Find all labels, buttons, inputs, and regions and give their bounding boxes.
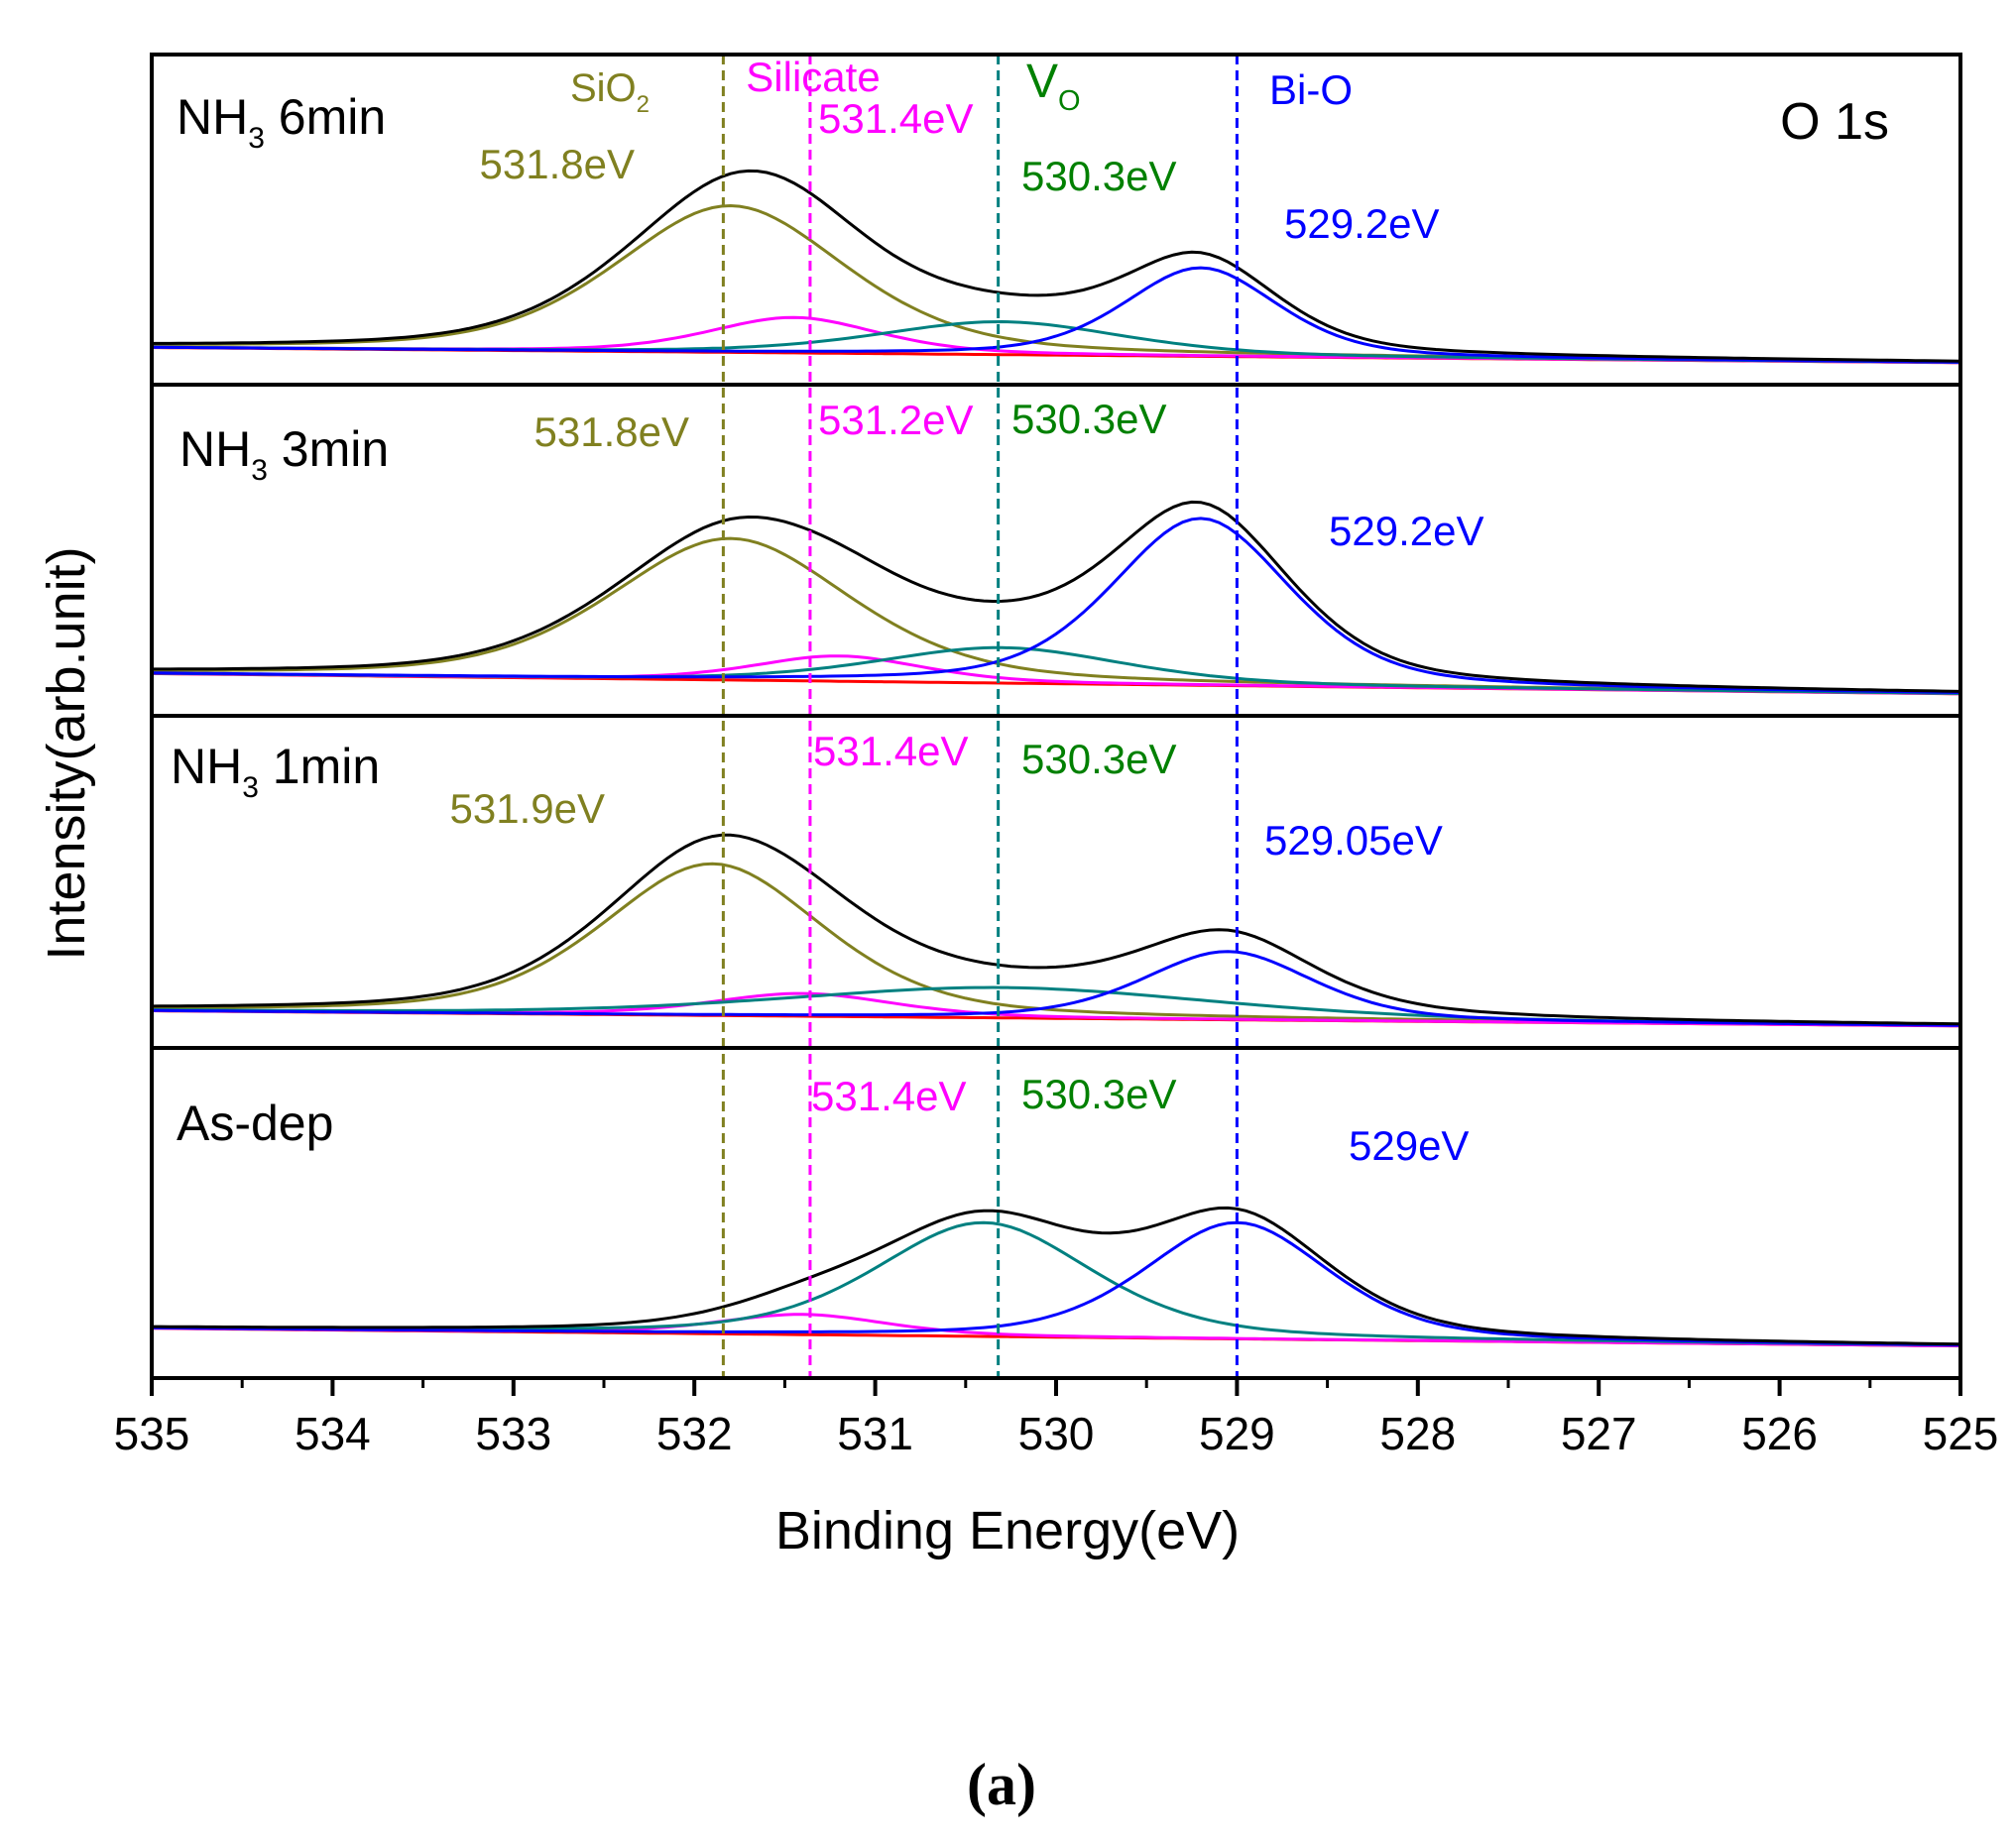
panel-4-silicate-annotation: 531.4eV xyxy=(811,1073,966,1119)
y-axis-label: Intensity(arb.unit) xyxy=(37,546,96,960)
figure-caption: (a) xyxy=(967,1752,1036,1817)
panel-3-curves xyxy=(151,833,1961,1028)
text-labels-group: SiO2 Silicate VO Bi-O NH3 6min NH3 3min NH3 1m… xyxy=(171,54,1483,1169)
x-tick-label: 530 xyxy=(1018,1408,1095,1459)
panel-1-bio-annotation: 529.2eV xyxy=(1284,200,1439,247)
panel-1-sio2-annotation: 531.8eV xyxy=(480,141,635,187)
bio-component-curve xyxy=(151,266,1961,364)
x-axis-label: Binding Energy(eV) xyxy=(775,1501,1240,1560)
panel-2-vo-annotation: 530.3eV xyxy=(1011,396,1166,442)
panel-2-bio-annotation: 529.2eV xyxy=(1329,508,1483,554)
panel-3-title: NH3 1min xyxy=(171,739,380,804)
envelope-curve xyxy=(151,833,1961,1026)
envelope-curve xyxy=(152,169,1961,363)
panel-1-vo-annotation: 530.3eV xyxy=(1021,153,1176,199)
x-tick-label: 526 xyxy=(1741,1408,1818,1459)
x-tick-label: 535 xyxy=(114,1408,190,1459)
panel-3-sio2-annotation: 531.9eV xyxy=(450,785,605,832)
x-tick-label: 529 xyxy=(1199,1408,1275,1459)
bio-component-curve xyxy=(151,517,1961,694)
envelope-curve xyxy=(152,1206,1961,1346)
panel-1-silicate-annotation: 531.4eV xyxy=(818,95,973,142)
x-axis-group: 535 534 533 532 531 530 529 528 527 526 525 xyxy=(114,1378,1999,1459)
panel-4-bio-annotation: 529eV xyxy=(1349,1122,1469,1169)
panel-2-silicate-annotation: 531.2eV xyxy=(818,397,973,443)
reference-lines-group xyxy=(721,55,1239,1378)
reference-label-sio2: SiO2 xyxy=(570,66,650,118)
x-tick-label: 531 xyxy=(837,1408,913,1459)
reference-label-vo: VO xyxy=(1026,56,1081,117)
panel-1-title: NH3 6min xyxy=(177,89,386,155)
panel-4-title: As-dep xyxy=(177,1096,333,1151)
x-tick-label: 534 xyxy=(295,1408,371,1459)
panel-3-bio-annotation: 529.05eV xyxy=(1264,817,1443,864)
panel-2-curves xyxy=(151,500,1961,696)
x-tick-label: 532 xyxy=(656,1408,733,1459)
bio-component-curve xyxy=(152,950,1961,1027)
x-tick-label: 527 xyxy=(1561,1408,1637,1459)
chart-title: O 1s xyxy=(1780,93,1889,151)
panels-group xyxy=(151,169,1961,1348)
reference-label-bi-o: Bi-O xyxy=(1269,66,1353,113)
x-tick-label: 533 xyxy=(475,1408,551,1459)
panel-1-curves xyxy=(151,169,1961,365)
reference-label-silicate: Silicate xyxy=(746,54,880,100)
panel-4-curves xyxy=(151,1206,1961,1348)
panel-2-title: NH3 3min xyxy=(179,421,389,487)
panel-3-vo-annotation: 530.3eV xyxy=(1021,736,1176,782)
panel-2-sio2-annotation: 531.8eV xyxy=(534,408,689,455)
x-tick-label: 525 xyxy=(1923,1408,1999,1459)
x-tick-label: 528 xyxy=(1379,1408,1456,1459)
panel-4-vo-annotation: 530.3eV xyxy=(1021,1071,1176,1117)
panel-3-silicate-annotation: 531.4eV xyxy=(813,728,968,774)
bio-component-curve xyxy=(151,1220,1961,1347)
envelope-curve xyxy=(152,500,1961,693)
